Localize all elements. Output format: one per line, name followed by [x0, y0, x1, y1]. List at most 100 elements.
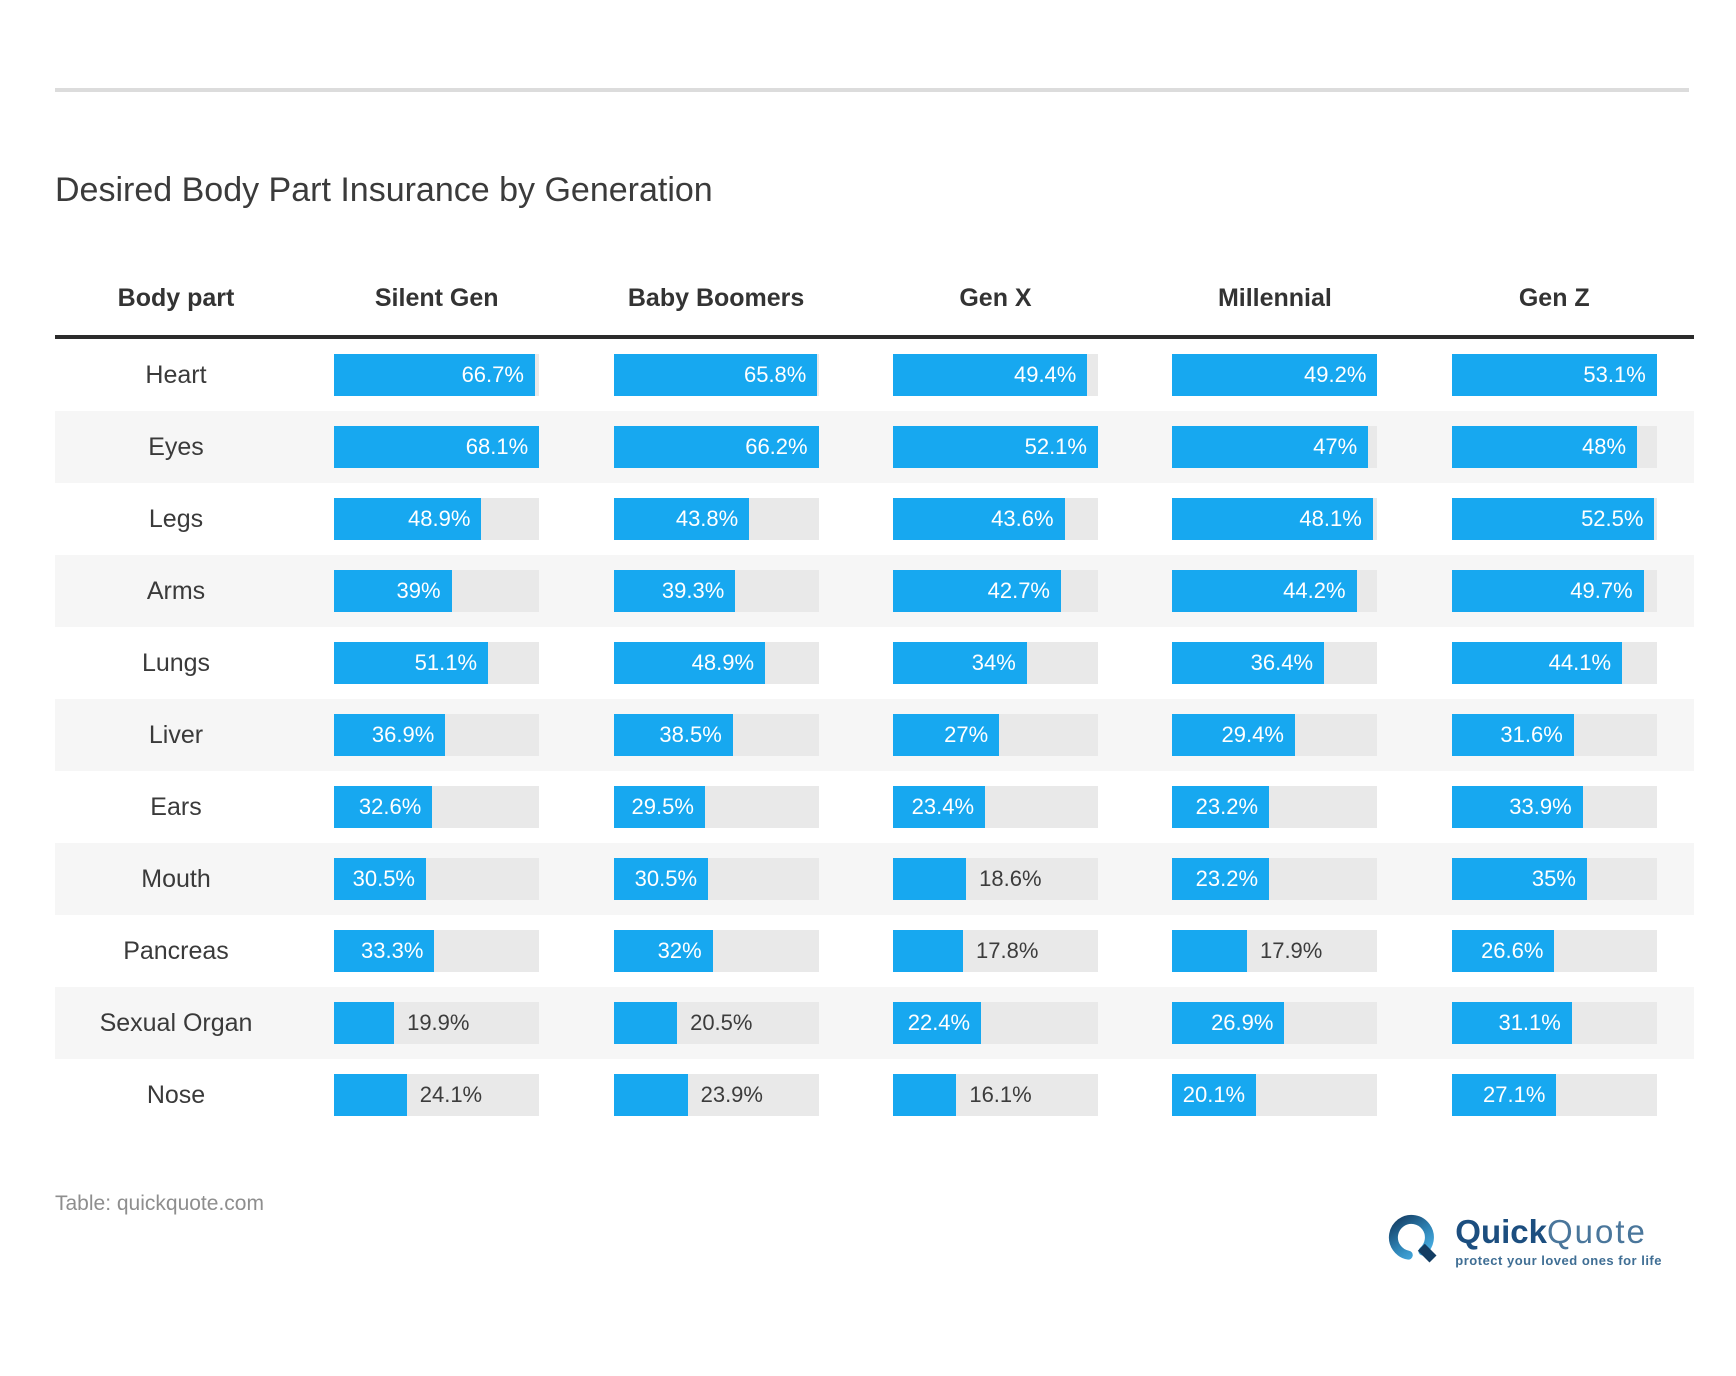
bar: 38.5% [613, 714, 733, 756]
bar-value-label: 29.4% [1221, 722, 1284, 747]
bar-track: 18.6% [892, 858, 1098, 900]
bar-value-label: 23.9% [700, 1082, 763, 1107]
bar-cell: 30.5% [297, 858, 576, 900]
bar-cell: 51.1% [297, 642, 576, 684]
brand-name-quote: Quote [1547, 1213, 1647, 1250]
bar-cell: 49.4% [856, 354, 1135, 396]
bar-track: 43.6% [892, 498, 1098, 540]
bar-track: 35% [1451, 858, 1657, 900]
bar: 66.7% [334, 354, 535, 396]
bar-cell: 48.1% [1135, 498, 1414, 540]
bar: 33.9% [1451, 786, 1583, 828]
column-header-millennial: Millennial [1217, 284, 1332, 312]
bar-track: 32.6% [334, 786, 540, 828]
bar-cell: 30.5% [576, 858, 855, 900]
bar-track: 66.7% [334, 354, 540, 396]
bar-track: 29.4% [1172, 714, 1378, 756]
quickquote-logo-text: QuickQuote protect your loved ones for l… [1455, 1213, 1662, 1269]
bar-cell: 23.2% [1135, 858, 1414, 900]
bar-track: 20.5% [613, 1002, 819, 1044]
bar-track: 32% [613, 930, 819, 972]
bar-cell: 39% [297, 570, 576, 612]
body-part-label: Sexual Organ [99, 1008, 253, 1037]
column-header-gen-z: Gen Z [1518, 284, 1590, 312]
table-row: Legs 48.9% 43.8% 43.6% 48.1% 52.5% [55, 483, 1694, 555]
bar: 53.1% [1451, 354, 1657, 396]
table-row: Mouth 30.5% 30.5% 18.6% 23.2% 35% [55, 843, 1694, 915]
table-row: Nose 24.1% 23.9% 16.1% 20.1% 27.1% [55, 1059, 1694, 1131]
bar-track: 22.4% [892, 1002, 1098, 1044]
bar-value-label: 27% [944, 722, 989, 747]
bar-cell: 26.6% [1415, 930, 1694, 972]
bar-cell: 27% [856, 714, 1135, 756]
bar: 52.5% [1451, 498, 1655, 540]
body-part-label: Mouth [141, 864, 211, 893]
bar-value-label: 49.4% [1013, 362, 1077, 387]
bar-track: 52.5% [1451, 498, 1657, 540]
bar: 36.4% [1172, 642, 1325, 684]
bar: 32% [613, 930, 713, 972]
bar: 47% [1172, 426, 1369, 468]
bar-value-label: 32% [657, 938, 702, 963]
bar: 23.2% [1172, 786, 1270, 828]
bar-cell: 38.5% [576, 714, 855, 756]
bar-cell: 68.1% [297, 426, 576, 468]
table-row: Ears 32.6% 29.5% 23.4% 23.2% 33.9% [55, 771, 1694, 843]
bar-track: 19.9% [334, 1002, 540, 1044]
bar-value-label: 52.5% [1581, 506, 1644, 531]
bar-track: 36.9% [334, 714, 540, 756]
bar-value-label: 19.9% [407, 1010, 470, 1035]
bar: 22.4% [892, 1002, 982, 1044]
bar-track: 29.5% [613, 786, 819, 828]
bar: 66.2% [613, 426, 819, 468]
table-row: Arms 39% 39.3% 42.7% 44.2% 49.7% [55, 555, 1694, 627]
bar-value-label: 65.8% [743, 362, 807, 387]
bar-value-label: 26.6% [1481, 938, 1544, 963]
source-note: Table: quickquote.com [55, 1192, 264, 1215]
bar: 49.2% [1172, 354, 1378, 396]
bar: 43.8% [613, 498, 750, 540]
bar-track: 34% [892, 642, 1098, 684]
bar-cell: 32.6% [297, 786, 576, 828]
bar-track: 51.1% [334, 642, 540, 684]
bar-cell: 20.1% [1135, 1074, 1414, 1116]
bar-value-label: 39.3% [661, 578, 725, 603]
bar-cell: 33.3% [297, 930, 576, 972]
bar: 30.5% [613, 858, 709, 900]
bar [613, 1074, 688, 1116]
bar: 26.9% [1172, 1002, 1285, 1044]
bar [334, 1074, 407, 1116]
bar-track: 43.8% [613, 498, 819, 540]
bar: 29.5% [613, 786, 705, 828]
body-part-label: Ears [150, 792, 202, 821]
bar-track: 49.4% [892, 354, 1098, 396]
bar: 39.3% [613, 570, 736, 612]
bar-cell: 36.9% [297, 714, 576, 756]
bar: 65.8% [613, 354, 818, 396]
bar-track: 17.8% [892, 930, 1098, 972]
bar-value-label: 33.9% [1509, 794, 1572, 819]
bar-cell: 44.1% [1415, 642, 1694, 684]
bar: 48.9% [613, 642, 766, 684]
bar-cell: 35% [1415, 858, 1694, 900]
body-part-label: Eyes [148, 432, 204, 461]
bar-cell: 33.9% [1415, 786, 1694, 828]
bar-track: 66.2% [613, 426, 819, 468]
bar-cell: 31.1% [1415, 1002, 1694, 1044]
bar: 48% [1451, 426, 1638, 468]
brand-name-quick: Quick [1455, 1213, 1547, 1250]
bar: 44.2% [1172, 570, 1357, 612]
bar-cell: 18.6% [856, 858, 1135, 900]
bar-value-label: 18.6% [979, 866, 1042, 891]
bar-value-label: 23.2% [1195, 794, 1259, 819]
bar-cell: 49.7% [1415, 570, 1694, 612]
column-header-gen-x: Gen X [959, 284, 1032, 312]
bar: 29.4% [1172, 714, 1295, 756]
bar-value-label: 29.5% [631, 794, 694, 819]
bar-value-label: 43.8% [675, 506, 739, 531]
table-row: Liver 36.9% 38.5% 27% 29.4% 31.6% [55, 699, 1694, 771]
bar-value-label: 52.1% [1024, 434, 1087, 459]
bar-cell: 66.7% [297, 354, 576, 396]
bar-value-label: 48% [1582, 434, 1627, 459]
body-part-label: Nose [146, 1080, 206, 1109]
